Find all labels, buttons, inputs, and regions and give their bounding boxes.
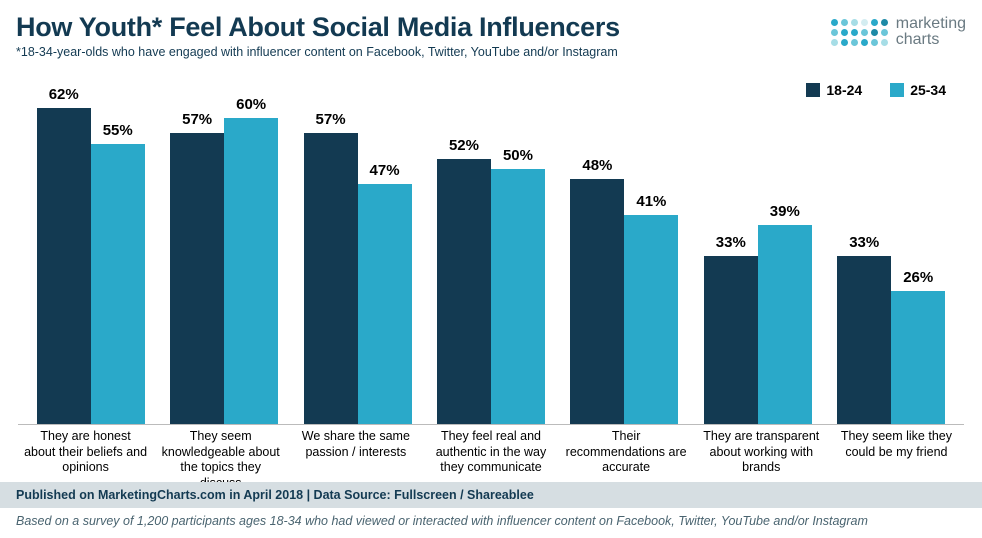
bar-value-label: 50% (503, 147, 533, 164)
bar: 39% (758, 225, 812, 424)
bar-group: 57%60% (157, 67, 290, 424)
chart-subtitle: *18-34-year-olds who have engaged with i… (16, 45, 831, 59)
bar: 57% (170, 133, 224, 424)
bar-groups: 62%55%57%60%57%47%52%50%48%41%33%39%33%2… (18, 67, 964, 424)
bar-group: 52%50% (424, 67, 557, 424)
bar: 60% (224, 118, 278, 424)
bar: 33% (837, 256, 891, 424)
bar: 50% (491, 169, 545, 424)
bar: 55% (91, 144, 145, 425)
title-block: How Youth* Feel About Social Media Influ… (16, 12, 831, 59)
bar-value-label: 33% (849, 234, 879, 251)
bar: 52% (437, 159, 491, 424)
bar: 62% (37, 108, 91, 424)
bar: 48% (570, 179, 624, 424)
bar-value-label: 57% (182, 111, 212, 128)
bar: 57% (304, 133, 358, 424)
logo-dots-icon (831, 19, 888, 46)
bar-group: 33%39% (691, 67, 824, 424)
bar-value-label: 55% (103, 122, 133, 139)
bar: 41% (624, 215, 678, 424)
chart-title: How Youth* Feel About Social Media Influ… (16, 12, 831, 43)
chart-container: How Youth* Feel About Social Media Influ… (0, 0, 982, 538)
bar-group: 48%41% (558, 67, 691, 424)
survey-note: Based on a survey of 1,200 participants … (0, 508, 982, 538)
logo-line1: marketing (896, 16, 966, 32)
bar-value-label: 62% (49, 86, 79, 103)
header: How Youth* Feel About Social Media Influ… (16, 12, 966, 59)
bar-value-label: 47% (370, 162, 400, 179)
bar-value-label: 52% (449, 137, 479, 154)
bar: 47% (358, 184, 412, 424)
bar-group: 57%47% (291, 67, 424, 424)
bar-group: 33%26% (825, 67, 958, 424)
bar-value-label: 26% (903, 269, 933, 286)
bar-value-label: 33% (716, 234, 746, 251)
bar-value-label: 48% (582, 157, 612, 174)
brand-logo: marketing charts (831, 16, 966, 48)
bar: 33% (704, 256, 758, 424)
bar-value-label: 41% (636, 193, 666, 210)
publication-note: Published on MarketingCharts.com in Apri… (0, 482, 982, 508)
bar: 26% (891, 291, 945, 424)
bar-group: 62%55% (24, 67, 157, 424)
bar-value-label: 60% (236, 96, 266, 113)
logo-line2: charts (896, 32, 966, 48)
bar-value-label: 57% (316, 111, 346, 128)
logo-text: marketing charts (896, 16, 966, 48)
chart-plot-area: 62%55%57%60%57%47%52%50%48%41%33%39%33%2… (18, 67, 964, 425)
footer: Published on MarketingCharts.com in Apri… (0, 482, 982, 538)
bar-value-label: 39% (770, 203, 800, 220)
